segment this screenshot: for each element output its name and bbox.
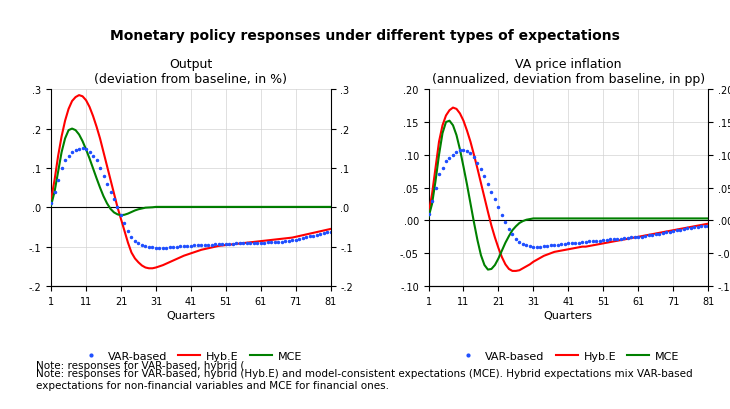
Title: Output
(deviation from baseline, in %): Output (deviation from baseline, in %) — [94, 58, 288, 86]
Title: VA price inflation
(annualized, deviation from baseline, in pp): VA price inflation (annualized, deviatio… — [431, 58, 705, 86]
X-axis label: Quarters: Quarters — [544, 310, 593, 320]
Legend: VAR-based, Hyb.E, MCE: VAR-based, Hyb.E, MCE — [75, 347, 307, 366]
Legend: VAR-based, Hyb.E, MCE: VAR-based, Hyb.E, MCE — [453, 347, 684, 366]
X-axis label: Quarters: Quarters — [166, 310, 215, 320]
Text: Monetary policy responses under different types of expectations: Monetary policy responses under differen… — [110, 29, 620, 43]
Text: Note: responses for VAR-based, hybrid (Hyb.E) and model-consistent expectations : Note: responses for VAR-based, hybrid (H… — [36, 368, 693, 390]
Text: Note: responses for VAR-based, hybrid (: Note: responses for VAR-based, hybrid ( — [36, 360, 245, 370]
